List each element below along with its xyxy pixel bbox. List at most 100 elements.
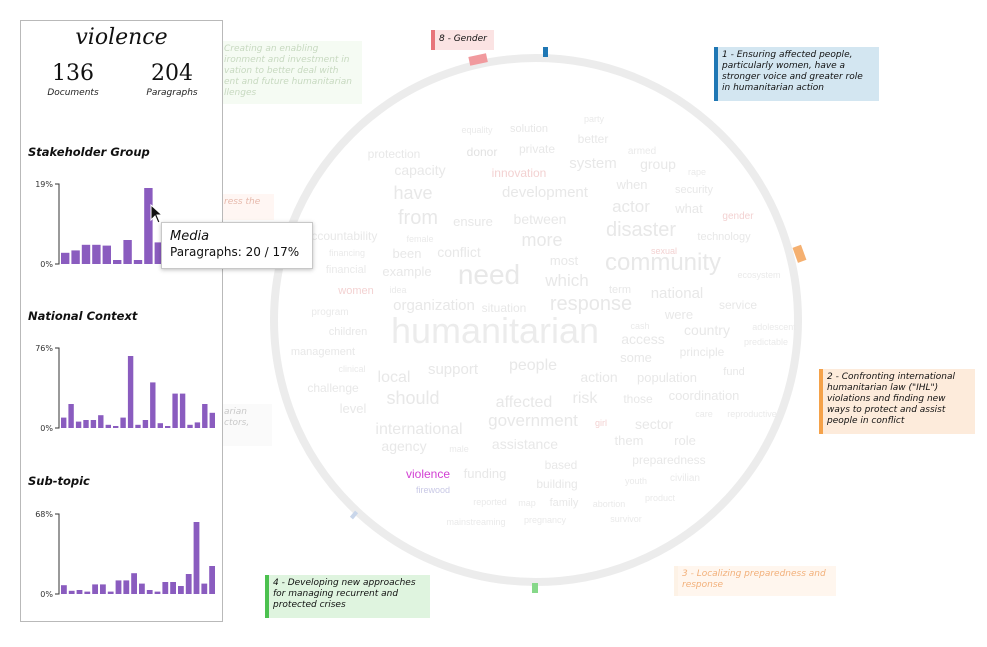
- bar[interactable]: [185, 574, 192, 594]
- word-assistance[interactable]: assistance: [492, 436, 558, 452]
- theme-label-5[interactable]: Creating an enabling ironment and invest…: [222, 41, 362, 104]
- bar[interactable]: [98, 415, 104, 428]
- word-sector[interactable]: sector: [635, 416, 673, 432]
- ring-segment-small[interactable]: [349, 510, 359, 520]
- bar[interactable]: [157, 423, 163, 428]
- word-family[interactable]: family: [550, 497, 579, 509]
- word-those[interactable]: those: [623, 392, 653, 406]
- word-coordination[interactable]: coordination: [669, 388, 740, 403]
- bar[interactable]: [123, 240, 132, 264]
- word-financing[interactable]: financing: [329, 248, 365, 258]
- bar[interactable]: [146, 590, 153, 594]
- word-situation[interactable]: situation: [482, 301, 527, 315]
- word-national[interactable]: national: [651, 285, 704, 302]
- word-what[interactable]: what: [674, 201, 703, 216]
- bar[interactable]: [90, 420, 97, 428]
- word-male[interactable]: male: [449, 444, 469, 454]
- ring-segment-theme-8[interactable]: [468, 53, 488, 66]
- word-risk[interactable]: risk: [573, 390, 599, 407]
- word-financial[interactable]: financial: [326, 264, 366, 276]
- word-private[interactable]: private: [519, 142, 555, 156]
- word-service[interactable]: service: [719, 298, 757, 312]
- bar[interactable]: [71, 250, 80, 264]
- word-challenge[interactable]: challenge: [307, 381, 359, 395]
- bar[interactable]: [120, 417, 126, 428]
- bar[interactable]: [142, 420, 149, 428]
- word-have[interactable]: have: [393, 183, 432, 203]
- word-survivor[interactable]: survivor: [610, 514, 642, 524]
- bar[interactable]: [84, 591, 91, 594]
- bar[interactable]: [193, 522, 200, 594]
- bar[interactable]: [115, 580, 122, 594]
- word-action[interactable]: action: [580, 369, 617, 385]
- word-pregnancy[interactable]: pregnancy: [524, 515, 567, 525]
- word-girl[interactable]: girl: [595, 418, 607, 428]
- word-when[interactable]: when: [615, 177, 647, 192]
- word-women[interactable]: women: [337, 285, 373, 297]
- word-group[interactable]: group: [640, 156, 676, 172]
- word-armed[interactable]: armed: [628, 146, 656, 157]
- word-cash[interactable]: cash: [630, 321, 649, 331]
- word-principle[interactable]: principle: [680, 345, 725, 359]
- word-term[interactable]: term: [609, 284, 631, 296]
- bar[interactable]: [105, 424, 111, 428]
- word-support[interactable]: support: [428, 361, 479, 378]
- bar[interactable]: [135, 424, 141, 428]
- word-should[interactable]: should: [386, 388, 439, 408]
- word-level[interactable]: level: [340, 401, 367, 416]
- word-capacity[interactable]: capacity: [394, 162, 445, 178]
- bar[interactable]: [83, 420, 89, 428]
- sub-topic-chart[interactable]: 68% 0%: [21, 509, 224, 599]
- word-technology[interactable]: technology: [697, 231, 751, 243]
- word-fund[interactable]: fund: [723, 366, 744, 378]
- bar[interactable]: [150, 382, 156, 428]
- word-were[interactable]: were: [664, 307, 693, 322]
- bar[interactable]: [102, 245, 111, 264]
- word-between[interactable]: between: [514, 211, 567, 227]
- bar[interactable]: [127, 356, 134, 428]
- national-context-chart[interactable]: 76% 0%: [21, 343, 224, 433]
- word-program[interactable]: program: [311, 307, 348, 318]
- word-security[interactable]: security: [675, 184, 713, 196]
- word-humanitarian[interactable]: humanitarian: [391, 310, 599, 351]
- word-care[interactable]: care: [695, 409, 713, 419]
- bar[interactable]: [81, 244, 91, 264]
- bar[interactable]: [139, 583, 145, 594]
- bar[interactable]: [100, 584, 106, 594]
- word-actor[interactable]: actor: [612, 197, 650, 216]
- word-donor[interactable]: donor: [467, 145, 498, 159]
- word-protection[interactable]: protection: [368, 147, 421, 161]
- word-firewood[interactable]: firewood: [416, 485, 450, 495]
- word-response[interactable]: response: [550, 293, 632, 315]
- word-mainstreaming[interactable]: mainstreaming: [446, 517, 505, 527]
- word-disaster[interactable]: disaster: [606, 219, 676, 241]
- word-building[interactable]: building: [536, 477, 577, 491]
- word-need[interactable]: need: [458, 259, 520, 290]
- word-female[interactable]: female: [406, 234, 433, 244]
- word-ensure[interactable]: ensure: [453, 214, 493, 229]
- theme-label-1[interactable]: 1 - Ensuring affected people, particular…: [714, 47, 879, 101]
- word-development[interactable]: development: [502, 184, 589, 201]
- ring-segment-theme-1[interactable]: [543, 47, 548, 57]
- bar[interactable]: [68, 590, 75, 594]
- bar[interactable]: [131, 573, 137, 594]
- word-them[interactable]: them: [615, 433, 644, 448]
- theme-label-2[interactable]: 2 - Confronting international humanitari…: [819, 369, 975, 434]
- word-system[interactable]: system: [569, 155, 617, 172]
- word-clinical[interactable]: clinical: [338, 364, 365, 374]
- theme-label-7[interactable]: arian ctors,: [222, 404, 272, 446]
- word-product[interactable]: product: [645, 493, 676, 503]
- word-sexual[interactable]: sexual: [651, 246, 677, 256]
- word-youth[interactable]: youth: [625, 476, 647, 486]
- word-funding[interactable]: funding: [464, 466, 507, 481]
- bar[interactable]: [179, 393, 186, 428]
- word-organization[interactable]: organization: [393, 297, 475, 314]
- word-from[interactable]: from: [398, 207, 438, 229]
- bar[interactable]: [154, 242, 163, 264]
- word-more[interactable]: more: [521, 230, 562, 250]
- bar[interactable]: [187, 424, 193, 428]
- word-adolescent[interactable]: adolescent: [752, 322, 796, 332]
- bar[interactable]: [113, 260, 122, 264]
- word-access[interactable]: access: [621, 331, 665, 347]
- bar[interactable]: [61, 252, 70, 264]
